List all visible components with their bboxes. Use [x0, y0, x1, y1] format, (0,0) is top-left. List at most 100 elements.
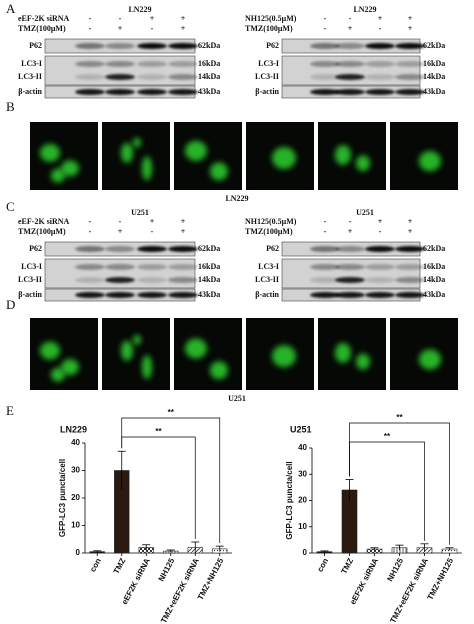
- x-tick-label: NH125: [385, 556, 405, 583]
- cell-signal: [356, 155, 370, 172]
- protein-band: [105, 246, 135, 252]
- cell-line-label: LN229: [353, 5, 376, 14]
- treatment-sign: +: [181, 24, 186, 33]
- treatment-sign: +: [408, 24, 413, 33]
- protein-band: [335, 264, 365, 270]
- protein-band: [75, 264, 105, 270]
- image-label: NH125: [268, 307, 292, 316]
- blot-strip: [281, 258, 421, 289]
- cell-signal: [142, 156, 152, 181]
- significance-label: **: [384, 432, 391, 441]
- cell-signal: [210, 162, 228, 181]
- treatment-sign: +: [150, 14, 155, 23]
- blot-strip: [281, 55, 421, 86]
- treatment-label: TMZ(100μM): [18, 24, 66, 33]
- significance-bracket: [349, 422, 450, 545]
- protein-band: [168, 264, 198, 270]
- protein-band: [105, 277, 135, 283]
- cell-signal: [185, 338, 207, 359]
- treatment-sign: -: [324, 227, 327, 236]
- image-label: EF-2k siRNA +TMZ: [317, 307, 387, 316]
- protein-band: [75, 277, 105, 283]
- fluorescence-image: [30, 122, 98, 190]
- image-label: con: [58, 307, 71, 316]
- cell-signal: [185, 140, 207, 161]
- treatment-label: TMZ(100μM): [18, 227, 66, 236]
- band-size: 43kDa: [423, 87, 445, 96]
- band-label: LC3-I: [21, 262, 42, 271]
- treatment-sign: -: [324, 14, 327, 23]
- band-size: 14kDa: [423, 72, 445, 81]
- band-label: LC3-II: [255, 275, 279, 284]
- y-axis-label: GFP-LC3 puncta/cell: [58, 459, 67, 537]
- band-size: 43kDa: [423, 290, 445, 299]
- protein-band: [75, 43, 105, 49]
- cell-line-label: U251: [356, 208, 374, 217]
- protein-band: [310, 277, 340, 283]
- protein-band: [395, 43, 425, 49]
- cell-line-label: LN229: [128, 5, 151, 14]
- treatment-sign: -: [349, 14, 352, 23]
- x-tick-label: TMZ: [112, 557, 128, 576]
- treatment-sign: +: [408, 14, 413, 23]
- x-tick-label: NH125: [157, 556, 177, 583]
- image-label: NH125: [268, 113, 292, 122]
- panel-letter: C: [6, 199, 15, 214]
- panel-letter: E: [6, 403, 14, 418]
- cell-signal: [61, 359, 79, 376]
- cell-signal: [51, 168, 65, 183]
- band-label: P62: [266, 41, 279, 50]
- significance-label: **: [168, 408, 175, 417]
- band-size: 14kDa: [423, 275, 445, 284]
- treatment-label: TMZ(100μM): [245, 227, 293, 236]
- image-label: TMZ: [127, 113, 145, 122]
- protein-band: [105, 74, 135, 80]
- protein-band: [395, 292, 425, 298]
- protein-band: [335, 43, 365, 49]
- band-size: 43kDa: [198, 290, 220, 299]
- y-tick-label: 30: [298, 469, 307, 478]
- cell-signal: [335, 144, 351, 165]
- cell-signal: [61, 160, 79, 177]
- band-label: β-actin: [18, 290, 42, 299]
- treatment-sign: -: [119, 14, 122, 23]
- protein-band: [168, 292, 198, 298]
- treatment-label: NH125(0.5μM): [245, 217, 297, 226]
- treatment-sign: +: [181, 227, 186, 236]
- treatment-sign: -: [89, 217, 92, 226]
- band-label: β-actin: [255, 87, 279, 96]
- panel-letter: B: [6, 99, 15, 114]
- protein-band: [137, 264, 167, 270]
- protein-band: [335, 89, 365, 95]
- treatment-sign: +: [150, 217, 155, 226]
- treatment-label: eEF-2K siRNA: [18, 217, 70, 226]
- protein-band: [395, 246, 425, 252]
- treatment-sign: +: [348, 24, 353, 33]
- image-label: eEF-2k siRNA +TMZ: [315, 113, 389, 122]
- band-label: β-actin: [18, 87, 42, 96]
- protein-band: [335, 277, 365, 283]
- protein-band: [168, 246, 198, 252]
- band-size: 16kDa: [423, 59, 445, 68]
- x-tick-label: TMZ+NH125: [196, 556, 226, 601]
- significance-bracket: [349, 441, 425, 541]
- protein-band: [335, 61, 365, 67]
- fluorescence-image: [318, 122, 386, 190]
- treatment-sign: +: [378, 14, 383, 23]
- y-tick-label: 0: [76, 548, 81, 557]
- y-tick-label: 20: [71, 493, 80, 502]
- protein-band: [75, 292, 105, 298]
- cell-signal: [210, 361, 228, 380]
- band-size: 62kDa: [198, 41, 220, 50]
- protein-band: [335, 292, 365, 298]
- protein-band: [395, 61, 425, 67]
- y-tick-label: 20: [298, 496, 307, 505]
- protein-band: [335, 246, 365, 252]
- protein-band: [105, 292, 135, 298]
- cell-signal: [133, 334, 141, 345]
- protein-band: [365, 277, 395, 283]
- treatment-sign: +: [348, 227, 353, 236]
